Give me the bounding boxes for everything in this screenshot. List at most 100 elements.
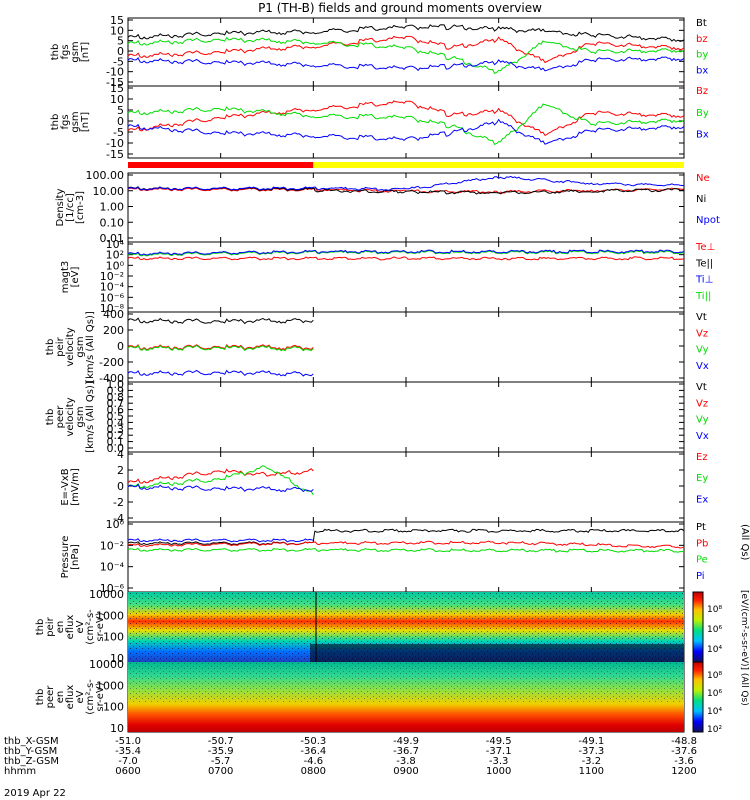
legend-Npot: Npot [696,215,720,226]
axis-table-cell: -3.3 [489,756,509,767]
axis-table: thb_X-GSM -51.0 -50.7 -50.3 -49.9 -49.5 -49.1-… [4,736,697,777]
orbit-bar [128,162,684,168]
y-tick-label: 0.5 [107,410,125,423]
y-tick-label: 0.8 [107,391,125,404]
y-axis-label-line: E=-VxB [60,468,71,505]
y-axis-label: thb fgs gsm [nT] [50,41,91,62]
y-axis-label-line: [nPa] [70,544,81,570]
legend-Vz: Vz [696,398,708,409]
y-tick-label: 1.00 [100,201,125,214]
y-tick-label: 0.0 [107,442,125,455]
y-axis-label-line: thb [45,339,56,356]
axis-table-cell: -37.1 [486,746,512,757]
axis-table-cell: -37.3 [578,746,604,757]
legend-Vy: Vy [696,345,709,356]
y-tick-label: 5 [117,104,124,117]
legend-Bt: Bt [696,18,707,29]
legend-By: By [696,108,709,119]
series-Bx [127,118,685,145]
axis-table-cell: 0800 [301,766,326,777]
axis-table-cell: 1000 [486,766,511,777]
legend-Ni: Ni [696,194,706,205]
y-tick-label: -200 [99,356,124,369]
series-Vz [127,344,314,351]
y-tick-label: 10 [110,93,124,106]
axis-table-cell: 0600 [115,766,140,777]
y-axis-label-line: [cm-3] [75,191,86,224]
y-tick-label: 0.6 [107,404,125,417]
legend-Ti||: Ti|| [695,291,711,302]
y-axis-label-line: [1/cc] [65,193,76,222]
panel-frame [127,17,685,87]
series-bx [127,56,685,72]
axis-table-cell: -49.5 [486,736,512,747]
legend-bx: bx [696,65,708,76]
y-tick-label: 0.2 [107,429,125,442]
y-tick-label: 10⁻⁶ [100,291,125,304]
series-Pb [127,540,685,549]
y-axis-label: Density [1/cc] [cm-3] [55,188,86,226]
colorbar-tick-label: 10⁴ [707,645,722,655]
panel-frame [127,172,685,243]
panel-6: 1.00.90.80.70.60.50.40.30.20.10.0 thb peer… [45,378,709,455]
panel-frame [127,521,685,593]
series-Bt [127,24,685,42]
y-axis-label-line: eV [75,620,86,633]
y-axis-label-line: gsm [70,41,81,62]
legend-Pt: Pt [696,522,706,533]
axis-table-cell: -3.8 [396,756,416,767]
y-axis-label: thb peer en eflux eV (cm²-s-sr-eV) [35,679,106,715]
date-label: 2019 Apr 22 [4,788,66,799]
axis-table-cell: -50.7 [208,736,234,747]
y-tick-label: 10 [110,652,124,665]
colorbar-label: [eV/(cm²-s-sr-eV)] (All Qs) [739,590,749,706]
series-Bz [127,100,685,137]
legend-Vz: Vz [696,328,708,339]
y-axis-label-line: (cm²-s- [85,679,96,715]
series-Ey [127,465,314,496]
y-axis-label-line: [eV] [70,267,81,288]
y-tick-label: 0.9 [107,384,125,397]
y-axis-label-line: peer [45,685,56,709]
colorbar-ticks: 10⁸ 10⁶ 10⁴ 10⁸ 10⁶ 10⁴ 10² [707,605,722,735]
legend-Vt: Vt [696,382,707,393]
y-tick-label: 200 [103,324,124,337]
series-Ne [127,187,684,194]
series-Pt [127,528,685,546]
y-tick-label: 100.00 [86,169,125,182]
legend-Bx: Bx [696,130,709,141]
panel-3: 100.00 10.00 1.00 0.10 0.01 Density [1/cc] [cm-… [55,169,720,245]
y-axis-label-line: gsm [70,111,81,132]
y-axis-label-line: thb [35,619,46,636]
y-axis-label: thb peir en eflux eV (cm²-s-sr-eV) [35,609,106,645]
right-label: (All Qs) [739,524,750,561]
series-By [127,103,685,146]
y-axis-label-line: [nT] [80,42,91,62]
y-tick-label: 10⁰ [106,518,125,531]
y-axis-label-line: Density [55,188,66,226]
y-tick-label: 1000 [96,609,124,622]
legend-Vx: Vx [696,361,709,372]
panel-frame [127,381,685,453]
y-axis-label-line: en [55,621,66,634]
y-axis-label-line: eflux [65,685,76,710]
y-tick-label: 0.4 [107,416,125,429]
legend-by: by [696,50,708,61]
y-tick-label: 10⁻² [100,270,124,283]
y-tick-label: 400 [103,308,124,321]
y-tick-label: 1.0 [107,378,125,391]
axis-table-cell: -4.6 [304,756,324,767]
series-by [127,36,685,74]
y-tick-label: 15 [110,82,124,95]
y-tick-label: 0.10 [100,216,125,229]
legend-Vy: Vy [696,415,709,426]
axis-table-cell: -51.0 [115,736,141,747]
y-axis-label-line: fgs [60,44,71,59]
y-tick-label: 0.7 [107,397,125,410]
y-axis-label-line: thb [50,114,61,131]
y-axis-label-line: Pressure [60,536,71,579]
